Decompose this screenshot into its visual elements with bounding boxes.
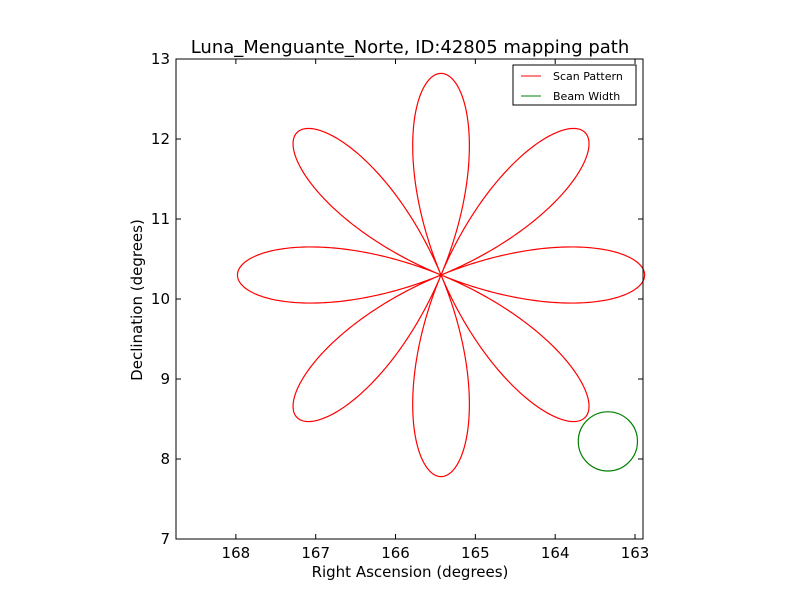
x-axis-title: Right Ascension (degrees): [312, 563, 509, 581]
y-tick-label: 11: [151, 210, 170, 228]
x-tick-label: 163: [621, 544, 650, 562]
legend-label-scan-pattern: Scan Pattern: [553, 70, 623, 83]
x-axis-ticks: 168 167 166 165 164 163: [222, 59, 650, 562]
series-layer: [236, 72, 646, 478]
x-tick-label: 167: [301, 544, 330, 562]
chart-title: Luna_Menguante_Norte, ID:42805 mapping p…: [191, 37, 630, 58]
legend-box: [512, 64, 637, 106]
y-axis-title: Declination (degrees): [128, 219, 146, 381]
beam-width-circle: [577, 411, 639, 472]
y-tick-label: 10: [151, 290, 170, 308]
y-tick-label: 13: [151, 50, 170, 68]
legend: Scan Pattern Beam Width: [512, 64, 637, 106]
y-axis-ticks: 7 8 9 10 11 12 13: [151, 50, 643, 548]
y-tick-label: 7: [160, 530, 170, 548]
y-tick-label: 9: [160, 370, 170, 388]
x-tick-label: 166: [381, 544, 410, 562]
legend-label-beam-width: Beam Width: [553, 90, 620, 103]
x-tick-label: 165: [461, 544, 490, 562]
x-tick-label: 168: [222, 544, 251, 562]
y-tick-label: 12: [151, 130, 170, 148]
scan-pattern-line: [236, 72, 646, 478]
y-tick-label: 8: [160, 450, 170, 468]
plot-area: [175, 58, 646, 540]
plot-background: [176, 59, 643, 539]
x-tick-label: 164: [541, 544, 570, 562]
